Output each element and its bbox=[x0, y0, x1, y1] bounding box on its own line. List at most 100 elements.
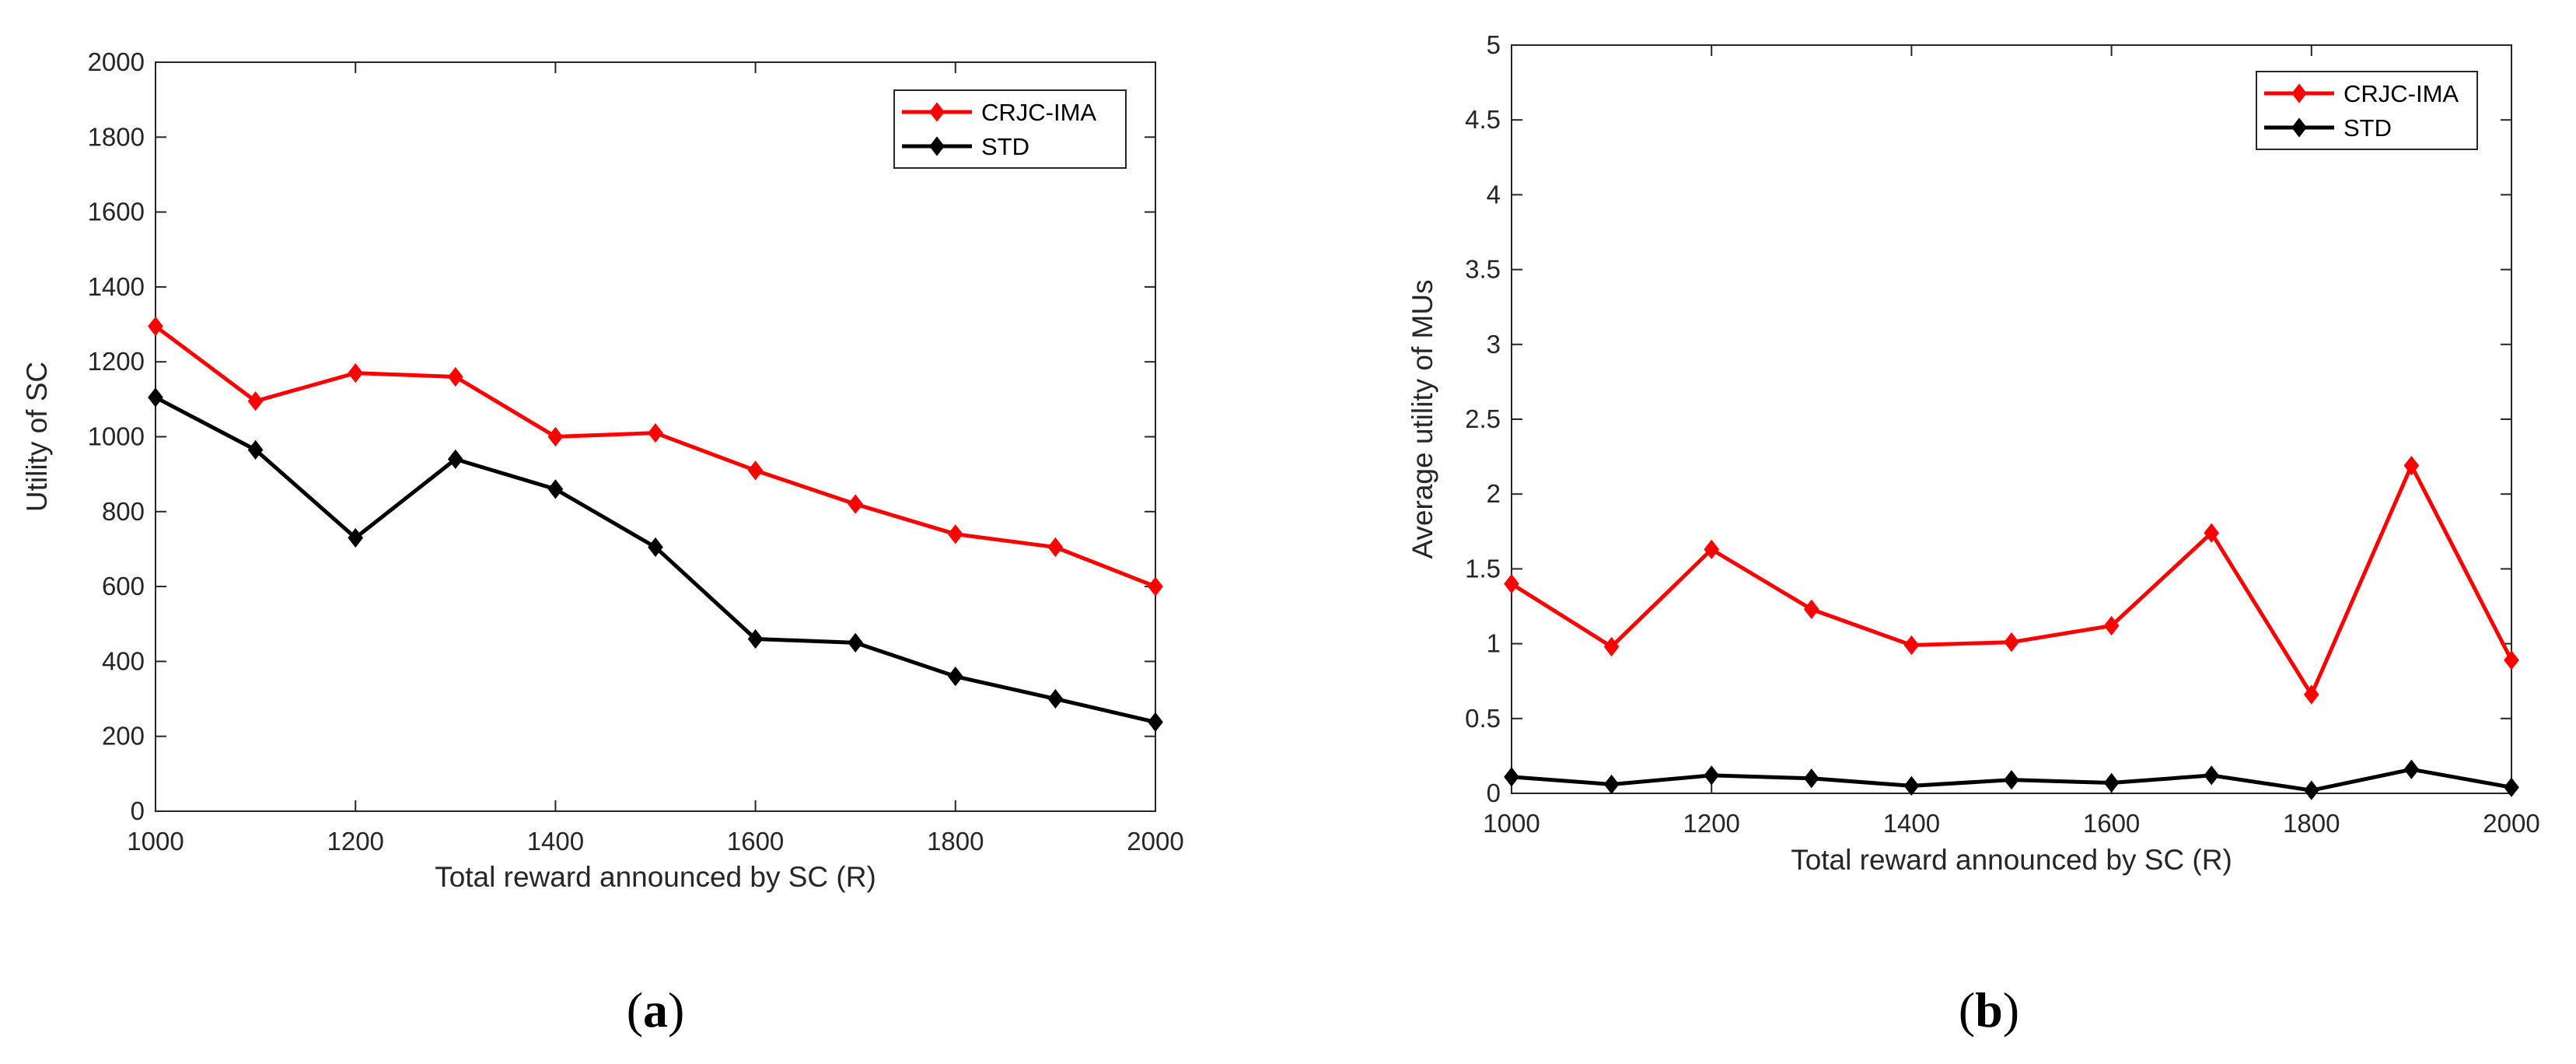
plot-area bbox=[1511, 44, 2512, 794]
data-point-std bbox=[1903, 775, 1920, 796]
data-point-std bbox=[447, 449, 463, 470]
x-axis-label: Total reward announced by SC (R) bbox=[435, 861, 876, 893]
x-tick-label: 1200 bbox=[1683, 809, 1739, 838]
data-point-std bbox=[348, 527, 364, 548]
x-tick-label: 1200 bbox=[327, 827, 383, 856]
data-point-std bbox=[1803, 768, 1819, 789]
y-tick-label: 200 bbox=[102, 722, 145, 751]
data-point-crjc-ima bbox=[148, 316, 163, 337]
data-point-std bbox=[247, 439, 264, 460]
legend-marker-crjc-ima bbox=[929, 102, 945, 122]
y-tick-label: 2000 bbox=[88, 47, 145, 76]
legend-marker-std bbox=[2291, 117, 2307, 138]
legend-box bbox=[893, 89, 1127, 169]
y-tick-label: 1400 bbox=[88, 272, 145, 301]
y-tick-label: 3 bbox=[1487, 330, 1501, 359]
x-tick-label: 1800 bbox=[927, 827, 984, 856]
legend-label: CRJC-IMA bbox=[2344, 80, 2459, 107]
panel-label-letter: a bbox=[643, 982, 668, 1038]
y-tick-label: 0.5 bbox=[1465, 704, 1501, 733]
panel-label-letter: b bbox=[1975, 982, 2003, 1038]
panel-label: (b) bbox=[1959, 982, 2019, 1038]
data-point-crjc-ima bbox=[547, 426, 564, 447]
legend-marker-crjc-ima bbox=[2291, 83, 2307, 103]
y-tick-label: 1200 bbox=[88, 347, 145, 376]
data-point-crjc-ima bbox=[648, 423, 663, 443]
x-tick-label: 1600 bbox=[727, 827, 784, 856]
y-tick-label: 600 bbox=[102, 572, 145, 600]
x-tick-label: 1000 bbox=[127, 827, 184, 856]
y-tick-label: 2 bbox=[1487, 479, 1501, 508]
data-point-crjc-ima bbox=[1603, 636, 1620, 657]
legend-box bbox=[2256, 71, 2478, 150]
y-tick-label: 2.5 bbox=[1465, 404, 1501, 433]
legend-label: CRJC-IMA bbox=[981, 99, 1096, 126]
data-point-crjc-ima bbox=[2004, 632, 2019, 653]
data-point-std bbox=[1504, 767, 1519, 787]
data-point-std bbox=[2303, 780, 2319, 800]
y-tick-label: 1.5 bbox=[1465, 554, 1501, 583]
y-tick-label: 4.5 bbox=[1465, 105, 1501, 134]
x-tick-label: 1400 bbox=[527, 827, 584, 856]
y-tick-label: 1600 bbox=[88, 198, 145, 226]
panel-label-open: ( bbox=[1959, 982, 1975, 1038]
data-point-crjc-ima bbox=[2403, 456, 2420, 476]
x-tick-label: 1000 bbox=[1483, 809, 1540, 838]
legend-marker-std bbox=[929, 136, 945, 156]
data-point-crjc-ima bbox=[2303, 684, 2319, 705]
panel-label-open: ( bbox=[627, 982, 643, 1038]
data-point-std bbox=[547, 479, 564, 499]
data-point-crjc-ima bbox=[848, 494, 864, 514]
x-tick-label: 2000 bbox=[2483, 809, 2539, 838]
panel-label-close: ) bbox=[2003, 982, 2019, 1038]
y-tick-label: 1800 bbox=[88, 122, 145, 151]
y-tick-label: 5 bbox=[1487, 30, 1501, 59]
data-point-crjc-ima bbox=[348, 363, 364, 383]
data-point-crjc-ima bbox=[947, 524, 963, 544]
data-point-crjc-ima bbox=[1148, 576, 1163, 597]
y-tick-label: 400 bbox=[102, 646, 145, 675]
chart-b: 0 0.5 1 1.5 2 2.5 3 3.5 4 4.5 5 1000 1200 1400 1600 180… bbox=[1407, 30, 2540, 1038]
data-point-std bbox=[747, 628, 764, 649]
x-tick-label: 2000 bbox=[1127, 827, 1183, 856]
data-point-crjc-ima bbox=[1504, 574, 1519, 594]
data-point-std bbox=[947, 667, 963, 687]
data-point-crjc-ima bbox=[2204, 523, 2220, 543]
y-tick-label: 800 bbox=[102, 497, 145, 526]
legend-label: STD bbox=[2344, 114, 2392, 142]
data-point-std bbox=[1603, 774, 1620, 795]
panel-label-close: ) bbox=[668, 982, 684, 1038]
data-point-std bbox=[2504, 777, 2519, 797]
data-point-std bbox=[1047, 688, 1064, 709]
data-point-std bbox=[2204, 765, 2220, 786]
data-point-std bbox=[2103, 772, 2120, 793]
data-point-crjc-ima bbox=[1903, 635, 1920, 656]
data-point-crjc-ima bbox=[447, 366, 463, 387]
panel-label: (a) bbox=[627, 982, 685, 1038]
data-point-std bbox=[2403, 759, 2420, 779]
y-tick-label: 0 bbox=[1487, 779, 1501, 807]
x-tick-label: 1600 bbox=[2083, 809, 2140, 838]
data-point-crjc-ima bbox=[747, 460, 764, 481]
data-point-crjc-ima bbox=[1803, 599, 1819, 619]
data-point-crjc-ima bbox=[2103, 615, 2120, 636]
x-tick-label: 1400 bbox=[1883, 809, 1940, 838]
data-point-std bbox=[1704, 765, 1720, 786]
y-tick-label: 1 bbox=[1487, 629, 1501, 658]
chart-a: 0 200 400 600 800 1000 1200 1400 1600 1800 2000 100… bbox=[21, 47, 1184, 1038]
y-tick-label: 0 bbox=[131, 796, 145, 825]
data-point-std bbox=[148, 387, 163, 408]
x-axis-label: Total reward announced by SC (R) bbox=[1791, 844, 2232, 876]
data-point-crjc-ima bbox=[2504, 650, 2519, 670]
y-tick-label: 3.5 bbox=[1465, 255, 1501, 284]
y-axis-label: Average utility of MUs bbox=[1407, 279, 1438, 558]
y-tick-label: 1000 bbox=[88, 422, 145, 451]
data-point-std bbox=[1148, 712, 1163, 733]
data-point-std bbox=[648, 537, 663, 558]
y-tick-label: 4 bbox=[1487, 180, 1501, 208]
data-point-std bbox=[2004, 770, 2019, 790]
data-point-crjc-ima bbox=[247, 391, 264, 411]
y-axis-label: Utility of SC bbox=[21, 362, 53, 512]
data-point-crjc-ima bbox=[1047, 537, 1064, 558]
